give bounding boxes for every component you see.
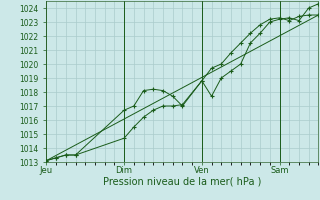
X-axis label: Pression niveau de la mer( hPa ): Pression niveau de la mer( hPa ) xyxy=(103,177,261,187)
